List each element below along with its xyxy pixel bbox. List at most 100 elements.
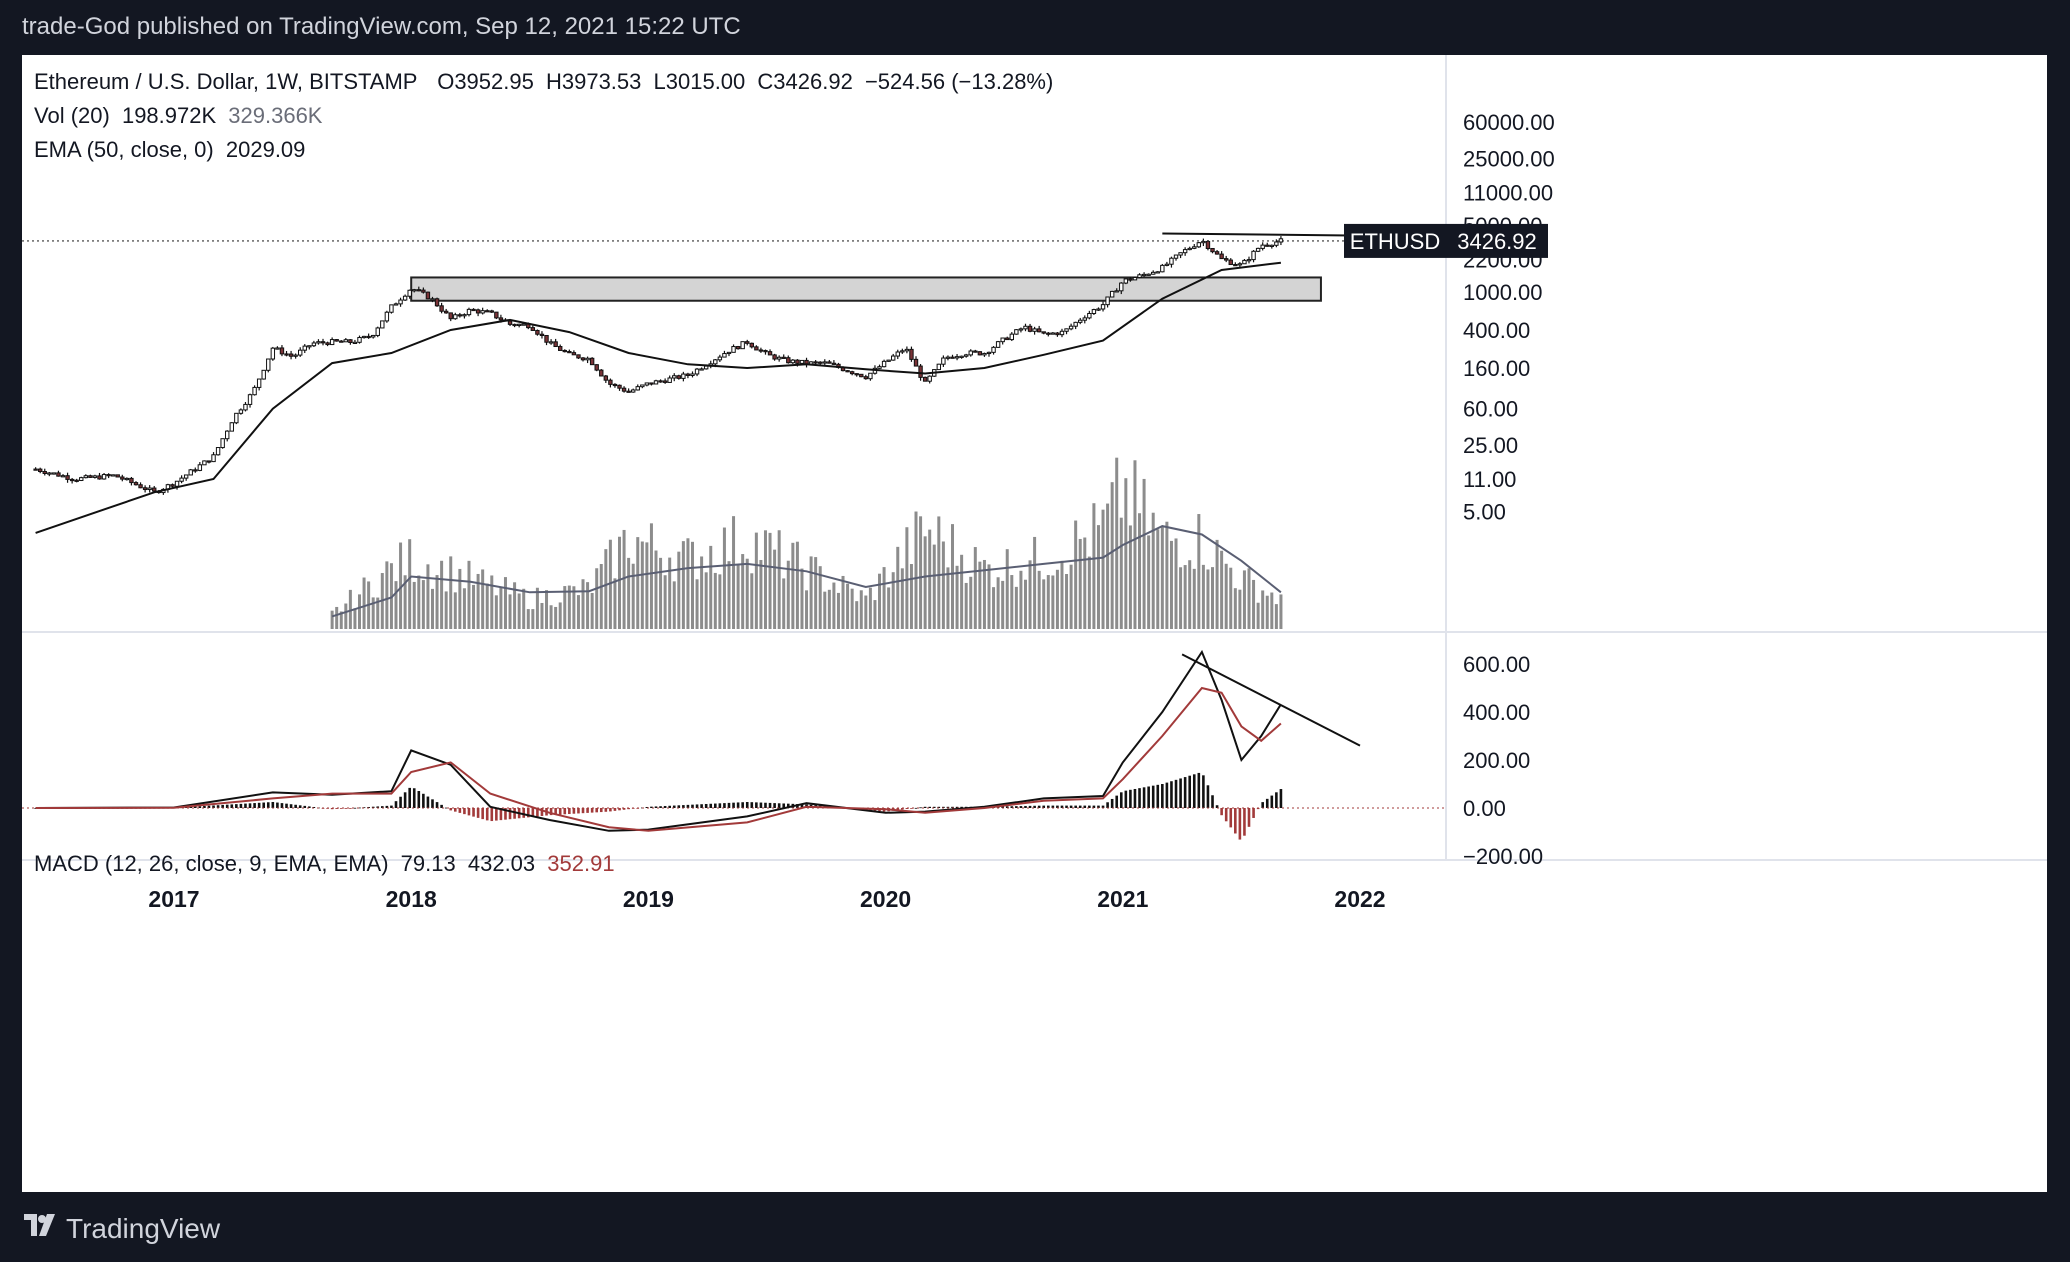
volume-bar	[526, 609, 530, 629]
volume-bar	[732, 516, 736, 629]
macd-histogram-bar	[1238, 808, 1242, 840]
time-axis-label: 2021	[1097, 886, 1148, 912]
macd-histogram-bar	[659, 806, 662, 808]
volume-bar	[791, 542, 795, 629]
candle-body	[690, 373, 695, 376]
volume-bar	[1124, 478, 1128, 629]
candle-body	[699, 368, 704, 371]
chart-area[interactable]: 60000.0025000.0011000.005000.002200.0010…	[22, 55, 2047, 1192]
volume-bar	[896, 546, 900, 629]
volume-bar	[490, 575, 494, 629]
candle-body	[1105, 296, 1110, 306]
tradingview-brand: TradingView	[66, 1213, 221, 1244]
macd-histogram-bar	[244, 803, 247, 808]
volume-bar	[859, 590, 863, 629]
candle-body	[995, 341, 1001, 348]
candle-body	[1009, 333, 1015, 341]
volume-bar	[745, 558, 749, 629]
volume-bar	[846, 583, 850, 629]
macd-histogram-bar	[499, 808, 503, 821]
candle-body	[1014, 329, 1019, 335]
macd-histogram-bar	[1279, 789, 1283, 808]
macd-histogram-bar	[723, 803, 726, 808]
macd-histogram-bar	[672, 805, 676, 808]
macd-signal-value: 352.91	[547, 851, 615, 876]
volume-bar	[955, 565, 959, 629]
candle-body	[681, 373, 686, 379]
macd-histogram-bar	[1088, 805, 1091, 808]
macd-histogram-bar	[1101, 805, 1105, 808]
volume-bar	[1160, 526, 1164, 629]
volume-bar	[878, 573, 882, 629]
candle-body	[1141, 273, 1147, 277]
macd-histogram-bar	[453, 808, 457, 812]
candle-body	[307, 345, 312, 348]
macd-histogram-bar	[645, 806, 649, 808]
candle-body	[1023, 325, 1028, 330]
macd-histogram-bar	[513, 808, 516, 819]
candle-body	[88, 475, 93, 478]
volume-bar	[1270, 592, 1274, 629]
volume-bar	[554, 606, 558, 629]
volume-bar	[1256, 602, 1260, 629]
macd-histogram-bar	[412, 788, 416, 808]
candle-body	[343, 339, 349, 343]
volume-bar	[850, 588, 854, 629]
macd-histogram-bar	[1024, 805, 1027, 808]
candle-body	[1151, 271, 1156, 275]
candle-body	[370, 334, 376, 338]
candle-body	[580, 357, 586, 361]
volume-bar	[800, 568, 804, 629]
candle-body	[521, 323, 526, 326]
volume-bar	[827, 589, 831, 629]
candle-body	[489, 310, 494, 313]
candle-body	[776, 356, 782, 360]
candle-body	[571, 352, 577, 356]
macd-histogram-bar	[444, 807, 448, 809]
volume-bar	[686, 538, 690, 629]
macd-histogram-bar	[440, 804, 443, 808]
price-axis-label: 11.00	[1463, 467, 1516, 492]
volume-bar	[426, 564, 430, 629]
macd-histogram-bar	[1056, 805, 1059, 808]
volume-bar	[932, 544, 936, 629]
macd-histogram-bar	[1010, 806, 1014, 808]
candle-body	[982, 352, 987, 356]
volume-bar	[440, 560, 444, 629]
tradingview-logo[interactable]: TradingView	[22, 1212, 242, 1246]
volume-bar	[481, 569, 485, 629]
macd-histogram-bar	[800, 804, 804, 808]
macd-histogram-bar	[449, 808, 453, 811]
candle-body	[977, 351, 983, 356]
candle-body	[1155, 271, 1160, 274]
volume-bar	[700, 556, 704, 629]
macd-histogram-bar	[280, 803, 284, 808]
candle-body	[47, 472, 52, 475]
macd-histogram-bar	[932, 806, 936, 808]
candle-body	[348, 339, 353, 343]
volume-bar	[973, 547, 977, 629]
candle-body	[859, 373, 864, 378]
volume-bar	[909, 564, 913, 629]
macd-histogram-bar	[344, 808, 348, 809]
candle-body	[1036, 328, 1042, 333]
volume-bar	[1220, 550, 1224, 629]
volume-bar	[1055, 569, 1059, 629]
candle-body	[316, 341, 321, 344]
volume-bar	[1065, 574, 1069, 629]
macd-histogram-bar	[367, 806, 370, 808]
time-axis-label: 2022	[1334, 886, 1385, 912]
candle-body	[179, 477, 184, 482]
volume-bar	[371, 597, 375, 629]
volume-bar	[640, 541, 644, 629]
macd-histogram-bar	[435, 802, 439, 808]
macd-histogram-bar	[1270, 795, 1274, 808]
candle-body	[868, 372, 873, 380]
macd-histogram-bar	[230, 804, 234, 808]
candle-body	[507, 320, 513, 325]
macd-histogram-bar	[755, 802, 758, 808]
candle-body	[92, 475, 98, 478]
candle-body	[1087, 312, 1092, 319]
candle-body	[585, 357, 590, 361]
chart-canvas[interactable]: 60000.0025000.0011000.005000.002200.0010…	[22, 55, 2047, 1192]
